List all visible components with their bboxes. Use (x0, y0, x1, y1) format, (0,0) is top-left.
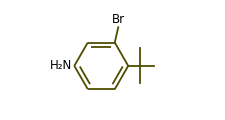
Text: H₂N: H₂N (50, 59, 72, 72)
Text: Br: Br (111, 13, 124, 26)
